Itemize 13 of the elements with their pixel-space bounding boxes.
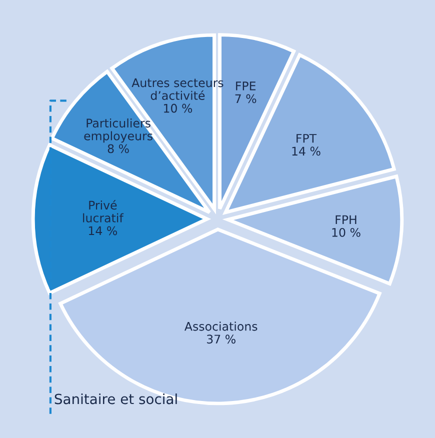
data-label: 14 % [292,146,320,156]
data-label: 10 % [332,228,360,237]
slice-label: FPT [296,134,317,143]
data-label: 37 % [207,334,236,344]
slice-label: Associations [184,322,258,331]
slice-label: FPE [236,82,256,90]
data-label: 10 % [164,104,192,113]
slice-label: Privé lucratif [83,200,124,222]
data-label: 14 % [88,226,118,236]
text: Sanitaire et social [54,393,177,404]
data-label: 7 % [235,94,256,104]
data-label: 8 % [108,144,129,154]
slice-label: FPH [336,215,356,224]
